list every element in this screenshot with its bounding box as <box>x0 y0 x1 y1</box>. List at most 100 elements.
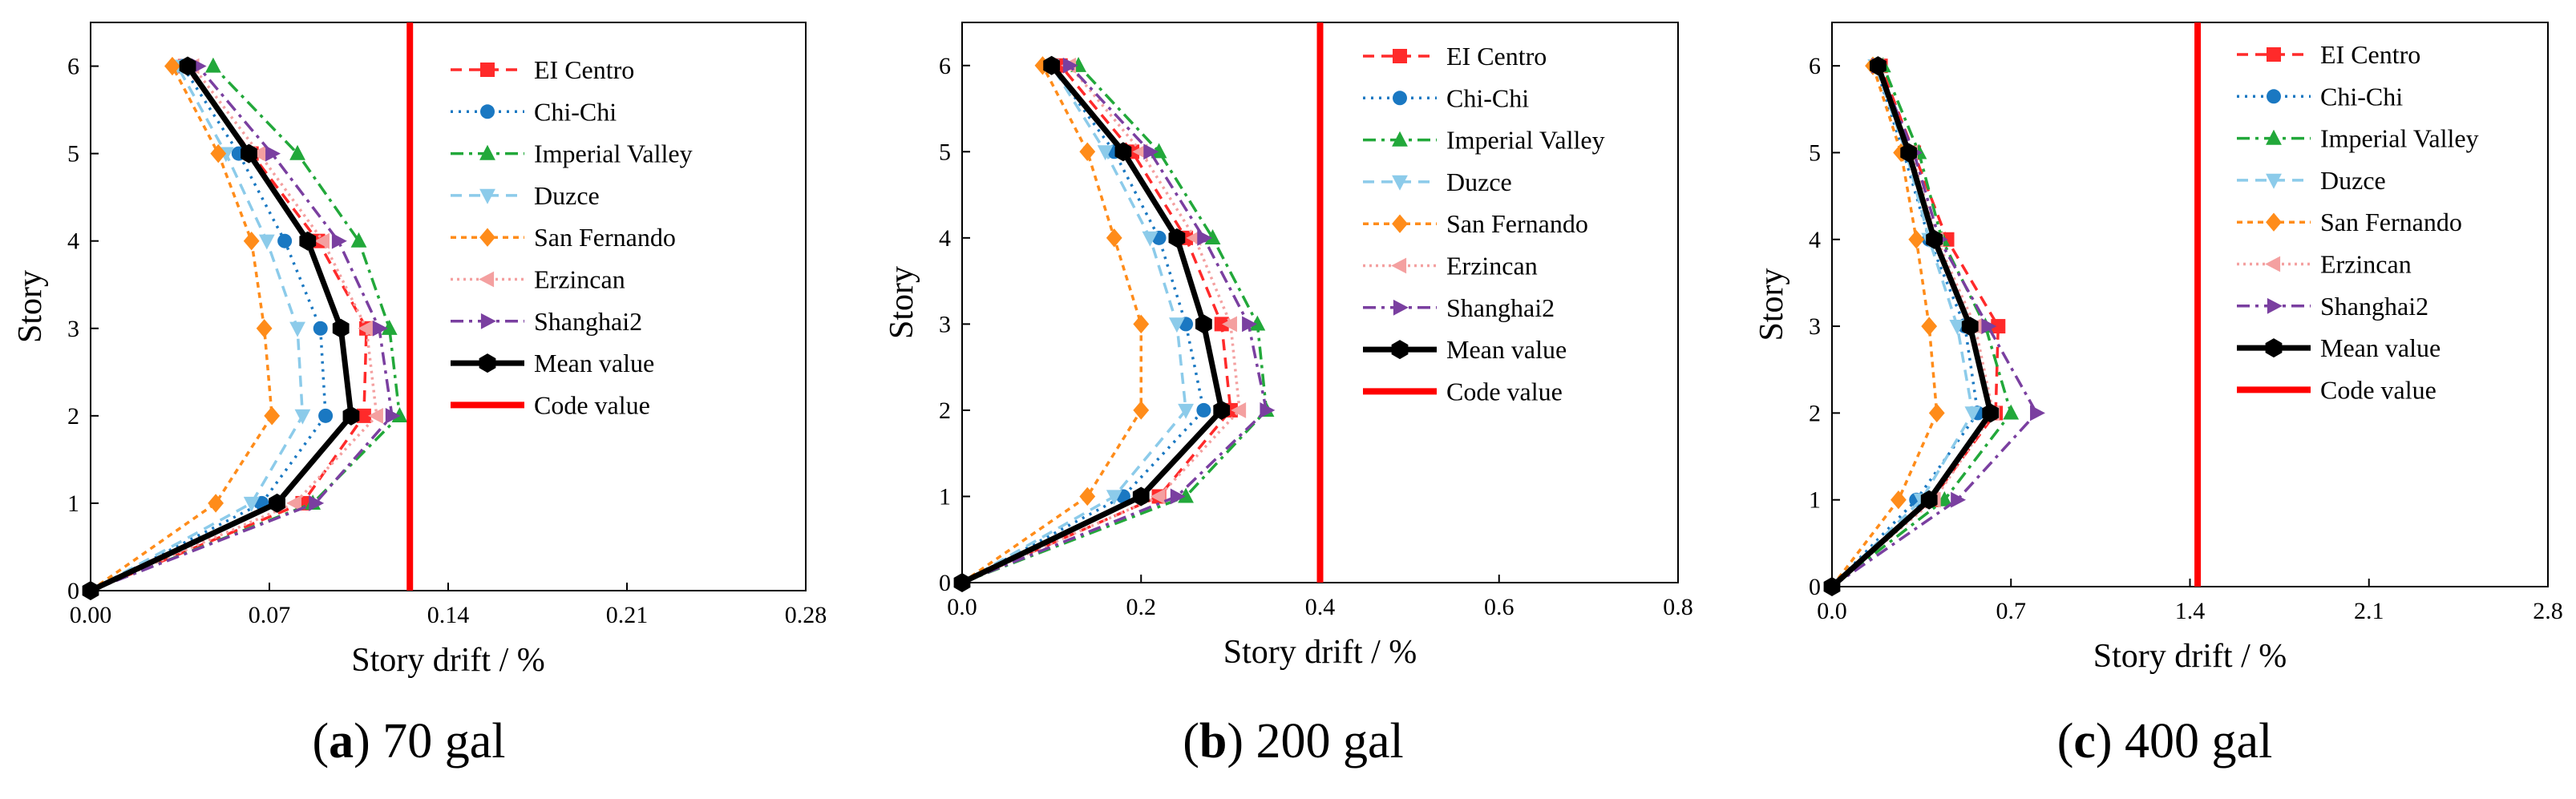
panel-a-series-san-fernando-point <box>208 494 224 513</box>
panel-b: 0.0 0.2 0.4 0.6 0.8 0 1 2 3 4 5 6 Story drift / % Sto… <box>884 22 1693 769</box>
panel-c-legend-chi-chi-label: Chi-Chi <box>2320 82 2403 111</box>
panel-b-y-tick-label: 4 <box>939 225 951 252</box>
panel-a-legend-erzincan-marker <box>479 271 495 288</box>
panel-b-series-imperial-valley-point <box>1204 229 1221 244</box>
panel-b-x-tick-label: 0.0 <box>947 594 977 620</box>
panel-a-plot-frame <box>90 22 807 591</box>
panel-a-x-tick-label: 0.14 <box>427 602 470 628</box>
panel-b-series-mean-value-point <box>1213 400 1231 420</box>
panel-b-y-tick-label: 2 <box>939 397 951 424</box>
panel-b-x-tick-label: 0.6 <box>1484 594 1514 620</box>
panel-a: 0.00 0.07 0.14 0.21 0.28 0 1 2 3 4 5 6 Story drift /… <box>12 22 827 769</box>
panel-b-series-shanghai2-point <box>1242 316 1257 333</box>
panel-a-legend-shanghai2-label: Shanghai2 <box>534 307 642 336</box>
panel-c-series-mean-value-point <box>1900 143 1918 163</box>
panel-a-x-tick-label: 0.07 <box>249 602 291 628</box>
panel-b-series-duzce-point <box>1106 490 1122 506</box>
panel-a-y-tick-label: 3 <box>67 316 79 342</box>
panel-b-series-erzincan-point <box>1222 316 1237 333</box>
panel-c-series-duzce-point <box>1949 319 1966 335</box>
panel-b-letter: b <box>1199 714 1227 769</box>
panel-b-legend-erzincan-label: Erzincan <box>1446 252 1538 280</box>
panel-a-y-tick-label: 1 <box>67 490 79 517</box>
panel-c-series-mean-value-point <box>1823 577 1841 596</box>
panel-c-series-mean-value-point <box>1982 403 2000 423</box>
panel-a-series-shanghai2-point <box>331 232 347 249</box>
panel-c-legend-san-fernando-label: San Fernando <box>2320 208 2462 236</box>
panel-c-legend-erzincan-marker <box>2265 256 2281 272</box>
panel-b-series-erzincan-point <box>1231 402 1247 418</box>
panel-a-series-shanghai2-point <box>385 407 401 424</box>
panel-b-y-tick-label: 5 <box>939 139 951 165</box>
panel-a-y-tick-label: 4 <box>67 228 79 255</box>
panel-b-series-shanghai2-point <box>1170 488 1186 505</box>
panel-c-legend-mean-value-marker <box>2265 338 2283 358</box>
panel-a-series-mean-value-point <box>82 581 99 600</box>
panel-a-series-imperial-valley-point <box>289 144 305 160</box>
panel-b-series-san-fernando-point <box>1106 228 1122 248</box>
panel-b-series-mean-value-point <box>1132 486 1150 506</box>
panel-b-legend-shanghai2-label: Shanghai2 <box>1446 293 1555 322</box>
panel-c-legend-erzincan-label: Erzincan <box>2320 250 2412 279</box>
panel-b-legend-mean-value-marker <box>1391 340 1409 360</box>
panel-a-series-mean-value-point <box>241 143 257 163</box>
panel-a-x-tick-label: 0.28 <box>785 602 827 628</box>
panel-b-x-tick-label: 0.2 <box>1126 594 1157 620</box>
panel-a-x-tick-label: 0.00 <box>70 602 112 628</box>
panel-b-legend-duzce-label: Duzce <box>1446 167 1512 196</box>
panel-a-series-erzincan-point <box>314 232 330 249</box>
panel-b-caption: 200 gal <box>1244 714 1404 769</box>
panel-b-series-imperial-valley-point <box>1249 315 1266 331</box>
panel-a-series-chi-chi-point <box>318 408 334 423</box>
panel-b-y-tick-label: 6 <box>939 53 951 79</box>
panel-a-series-san-fernando-point <box>256 319 273 338</box>
panel-a-series-san-fernando-point <box>210 143 227 163</box>
panel-b-series-mean-value-point <box>1168 228 1186 248</box>
panel-a-series-erzincan-point <box>250 145 266 162</box>
panel-a-caption: 70 gal <box>370 714 506 769</box>
panel-a-series-shanghai2-point <box>309 495 325 511</box>
panel-a-legend-erzincan-label: Erzincan <box>534 265 625 294</box>
panel-b-legend-chi-chi-marker <box>1393 91 1407 106</box>
panel-a-series-duzce-point <box>289 321 305 337</box>
panel-c-title: (c) 400 gal <box>2057 714 2273 769</box>
panel-a-legend-san-fernando-marker <box>479 228 495 247</box>
panel-c-series-duzce-line <box>1830 65 1975 588</box>
panel-b-series-imperial-valley-point <box>1151 143 1167 159</box>
panel-b-series-shanghai2-point <box>1197 229 1213 246</box>
panel-b-series-shanghai2-point <box>1143 143 1159 160</box>
panel-b-legend-san-fernando-marker <box>1392 214 1408 233</box>
panel-a-series-mean-value-point <box>269 493 285 513</box>
panel-c-legend-duzce-marker <box>2266 173 2282 189</box>
panel-c-y-tick-label: 4 <box>1809 227 1821 253</box>
panel-b-y-tick-label: 3 <box>939 311 951 337</box>
panel-c-letter: c <box>2073 714 2096 769</box>
panel-b-x-tick-label: 0.8 <box>1663 594 1693 620</box>
panel-c-series-mean-value-point <box>1920 490 1938 510</box>
panel-c-series-mean-value-point <box>1926 229 1943 249</box>
panel-c-legend-shanghai2-marker <box>2267 297 2283 314</box>
panel-b-series-san-fernando-point <box>1034 56 1051 75</box>
panel-a-series-erzincan-point <box>358 320 374 337</box>
panel-a-x-axis-label: Story drift / % <box>351 642 544 679</box>
panel-a-series-duzce-point <box>243 496 260 512</box>
panel-b-legend-imperial-valley-label: Imperial Valley <box>1446 126 1605 155</box>
panel-b-series-san-fernando-point <box>1079 142 1096 162</box>
panel-b-legend-mean-value-label: Mean value <box>1446 335 1567 364</box>
panel-a-legend-duzce-marker <box>479 188 495 204</box>
panel-b-series-duzce-point <box>1178 403 1194 419</box>
panel-a-series-shanghai2-point <box>372 320 388 337</box>
panel-c-x-tick-label: 2.8 <box>2533 598 2563 624</box>
panel-c-series-san-fernando-point <box>1908 230 1925 249</box>
panel-c-legend-mean-value-label: Mean value <box>2320 333 2441 362</box>
panel-a-series-imperial-valley-point <box>381 319 398 335</box>
panel-a-series-imperial-valley-point <box>350 232 367 248</box>
panel-a-series-mean-value-line <box>89 64 354 594</box>
panel-a-series-erzincan-point <box>368 407 383 424</box>
panel-c-caption: 400 gal <box>2113 714 2273 769</box>
panel-a-series-duzce-point <box>294 409 311 425</box>
panel-c-series-duzce-point <box>1964 406 1981 422</box>
panel-c-y-axis-label: Story <box>1753 268 1790 341</box>
panel-a-legend-mean-value-label: Mean value <box>534 349 654 377</box>
panel-c-x-tick-label: 0.0 <box>1817 598 1847 624</box>
